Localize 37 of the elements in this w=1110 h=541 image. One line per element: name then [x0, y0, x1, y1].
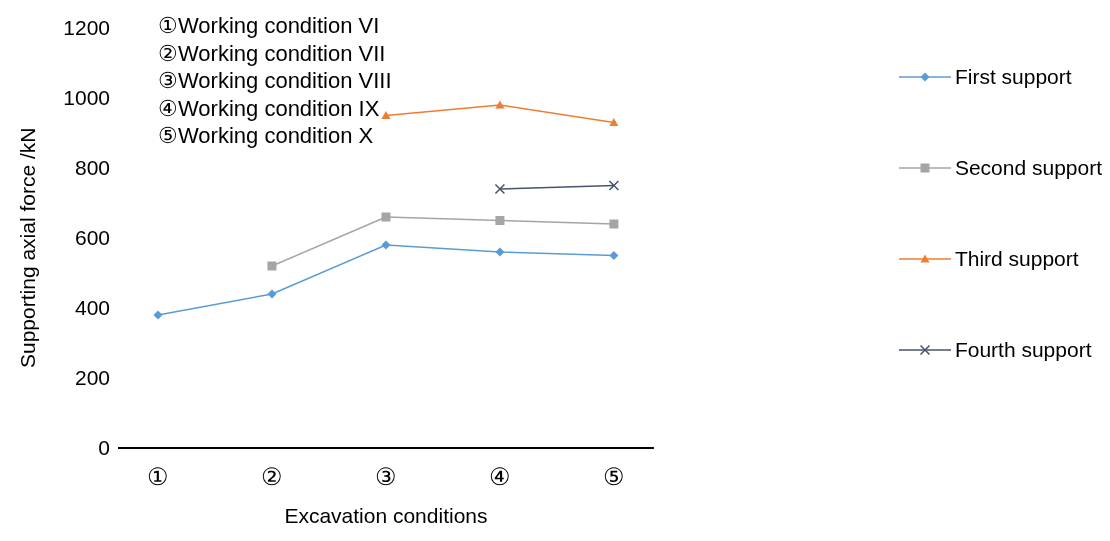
- point: [381, 212, 391, 222]
- point: [494, 183, 506, 195]
- y-axis-title: Supporting axial force /kN: [16, 127, 40, 368]
- y-tick-label: 800: [74, 156, 110, 180]
- x-tick-label: ②: [260, 463, 283, 491]
- y-tick-label: 0: [98, 436, 110, 460]
- annotation: ①Working condition VI: [158, 12, 381, 40]
- annotation: ④Working condition IX: [158, 94, 381, 122]
- legend-label: Third support: [954, 247, 1079, 271]
- point: [267, 289, 277, 299]
- y-tick-label: 200: [74, 366, 110, 390]
- x-tick-label: ①: [147, 463, 169, 491]
- x-tick-label: ③: [374, 463, 397, 491]
- point: [495, 100, 505, 109]
- y-tick-label: 400: [74, 296, 110, 320]
- x-tick-label: ⑤: [602, 463, 625, 491]
- x-axis-title: Excavation conditions: [284, 504, 488, 527]
- annotation: ⑤Working condition X: [158, 122, 375, 150]
- point: [381, 111, 391, 120]
- annotation: ③Working condition VIII: [158, 67, 392, 95]
- x-tick-label: ④: [488, 463, 511, 491]
- legend-label: Fourth support: [954, 338, 1092, 362]
- point: [609, 251, 619, 260]
- legend-label: Second support: [954, 156, 1102, 180]
- y-tick-label: 1000: [63, 86, 110, 110]
- point: [609, 118, 619, 127]
- y-tick-label: 1200: [63, 16, 110, 40]
- y-tick-label: 600: [74, 226, 110, 250]
- point: [267, 261, 277, 271]
- point: [495, 247, 505, 257]
- annotation: ②Working condition VII: [158, 39, 387, 67]
- point: [153, 310, 163, 320]
- point: [381, 240, 391, 250]
- legend-label: First support: [954, 65, 1072, 89]
- point: [608, 180, 620, 191]
- point: [609, 219, 619, 229]
- point: [495, 216, 505, 225]
